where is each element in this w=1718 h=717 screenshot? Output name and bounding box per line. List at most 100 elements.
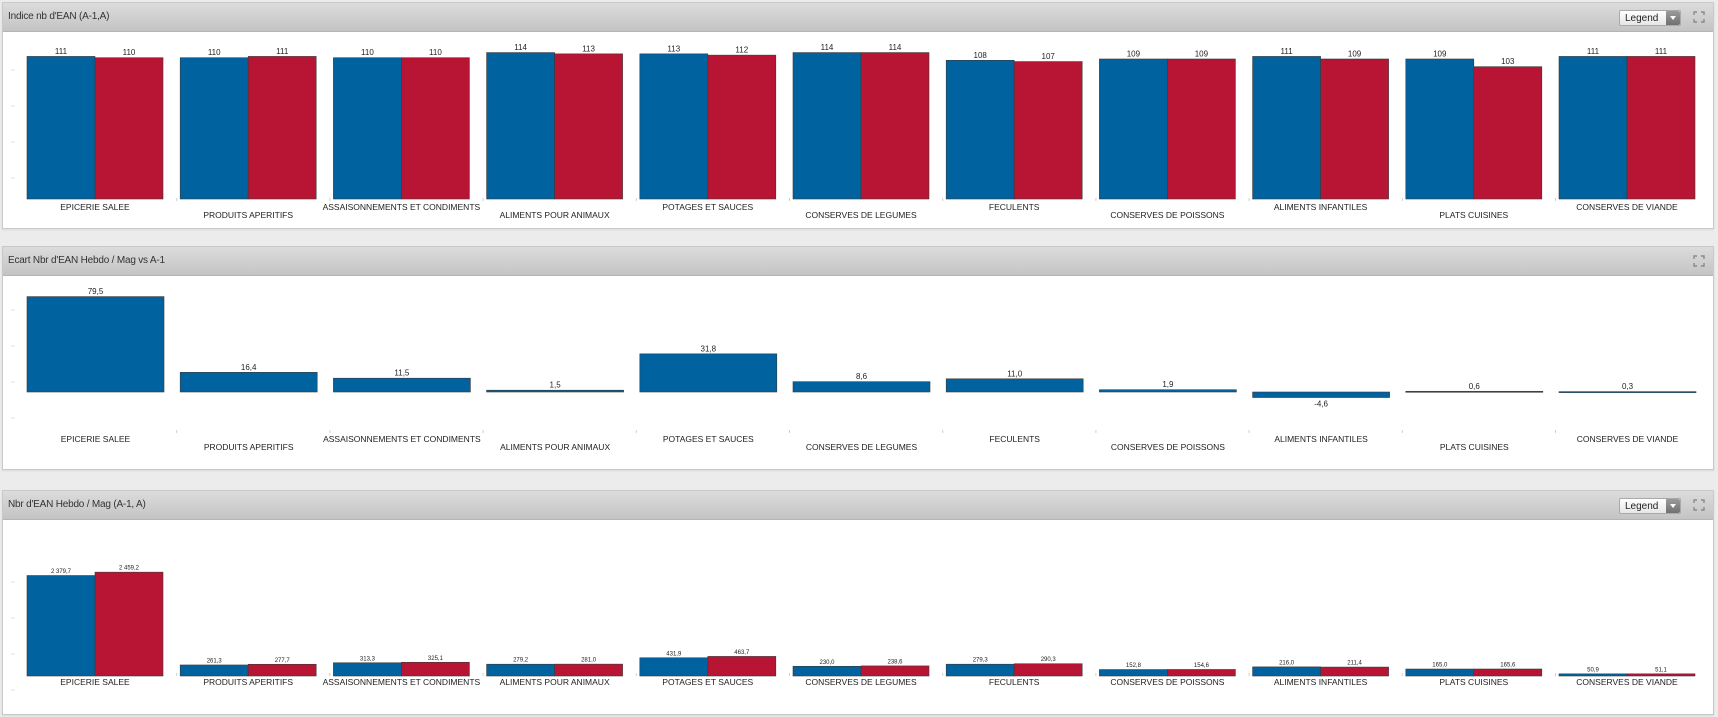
data-label: 211,4 bbox=[1347, 661, 1362, 667]
chart-svg: 2 379,7 2 459,2 EPICERIE SALEE 261,3 277,7 PR… bbox=[11, 566, 1696, 691]
category-label: EPICERIE SALEE bbox=[60, 202, 130, 212]
bar-prev-year[interactable] bbox=[1405, 58, 1475, 200]
bar-prev-year[interactable] bbox=[486, 663, 555, 677]
bar-prev-year[interactable] bbox=[792, 381, 931, 393]
bar-cur-year[interactable] bbox=[1473, 66, 1543, 200]
bar-cur-year[interactable] bbox=[1473, 668, 1543, 677]
bar-prev-year[interactable] bbox=[639, 53, 709, 200]
expand-icon[interactable] bbox=[1693, 499, 1705, 511]
category-label: PLATS CUISINES bbox=[1439, 210, 1508, 220]
bar-cur-year[interactable] bbox=[401, 661, 470, 677]
bar-prev-year[interactable] bbox=[945, 59, 1015, 200]
category-label: ALIMENTS INFANTILES bbox=[1274, 202, 1368, 212]
bar-prev-year[interactable] bbox=[486, 52, 555, 200]
data-label: 230,0 bbox=[819, 660, 835, 666]
bar-prev-year[interactable] bbox=[639, 353, 778, 393]
bar-prev-year[interactable] bbox=[639, 657, 709, 677]
bar-prev-year[interactable] bbox=[1099, 389, 1237, 393]
bar-prev-year[interactable] bbox=[333, 662, 402, 677]
category-label: CONSERVES DE POISSONS bbox=[1111, 442, 1225, 452]
bar-cur-year[interactable] bbox=[554, 53, 623, 200]
data-label: 110 bbox=[208, 48, 221, 57]
data-label: 111 bbox=[1587, 47, 1600, 56]
bar-prev-year[interactable] bbox=[179, 664, 249, 677]
category-label: ALIMENTS POUR ANIMAUX bbox=[500, 677, 610, 687]
data-label: 109 bbox=[1127, 49, 1141, 58]
category-label: FECULENTS bbox=[989, 202, 1040, 212]
bar-prev-year[interactable] bbox=[26, 56, 96, 200]
data-label: 290,3 bbox=[1041, 657, 1057, 663]
panel-header: Ecart Nbr d'EAN Hebdo / Mag vs A-1 bbox=[3, 247, 1713, 276]
bar-cur-year[interactable] bbox=[1626, 673, 1696, 677]
category-label: PRODUITS APERITIFS bbox=[203, 677, 293, 687]
category-label: CONSERVES DE POISSONS bbox=[1110, 677, 1224, 687]
bar-prev-year[interactable] bbox=[1558, 56, 1628, 200]
category-label: ASSAISONNEMENTS ET CONDIMENTS bbox=[323, 434, 481, 444]
bar-cur-year[interactable] bbox=[247, 56, 317, 200]
category-label: EPICERIE SALEE bbox=[61, 434, 131, 444]
bar-cur-year[interactable] bbox=[860, 52, 930, 200]
bar-prev-year[interactable] bbox=[1099, 58, 1168, 200]
bar-cur-year[interactable] bbox=[860, 665, 930, 677]
bar-prev-year[interactable] bbox=[1558, 673, 1628, 677]
bar-prev-year[interactable] bbox=[1252, 56, 1321, 200]
data-label: 8,6 bbox=[856, 372, 868, 381]
bar-prev-year[interactable] bbox=[1405, 668, 1475, 677]
panel-title: Indice nb d'EAN (A-1,A) bbox=[8, 11, 110, 22]
bar-prev-year[interactable] bbox=[945, 663, 1015, 677]
category-label: ASSAISONNEMENTS ET CONDIMENTS bbox=[323, 677, 481, 687]
bar-cur-year[interactable] bbox=[247, 663, 317, 677]
data-label: 0,3 bbox=[1622, 382, 1634, 391]
panel-ecart-ean: Ecart Nbr d'EAN Hebdo / Mag vs A-1 79,5 E… bbox=[2, 246, 1714, 470]
bar-cur-year[interactable] bbox=[94, 57, 164, 200]
category-label: ALIMENTS POUR ANIMAUX bbox=[500, 210, 610, 220]
bar-prev-year[interactable] bbox=[1252, 391, 1390, 398]
bar-cur-year[interactable] bbox=[1167, 58, 1236, 200]
data-label: 313,3 bbox=[360, 656, 376, 662]
category-label: FECULENTS bbox=[989, 434, 1040, 444]
bar-cur-year[interactable] bbox=[554, 663, 623, 677]
category-label: CONSERVES DE VIANDE bbox=[1576, 677, 1678, 687]
bar-cur-year[interactable] bbox=[94, 571, 164, 677]
bar-cur-year[interactable] bbox=[1626, 56, 1696, 200]
bar-cur-year[interactable] bbox=[1013, 61, 1083, 200]
data-label: 111 bbox=[1655, 47, 1668, 56]
bar-prev-year[interactable] bbox=[333, 377, 471, 393]
bar-cur-year[interactable] bbox=[707, 54, 777, 200]
category-label: PRODUITS APERITIFS bbox=[204, 442, 294, 452]
bar-prev-year[interactable] bbox=[333, 57, 402, 200]
bar-cur-year[interactable] bbox=[707, 656, 777, 677]
chart-nbr-ean: 2 379,7 2 459,2 EPICERIE SALEE 261,3 277,7 PR… bbox=[3, 520, 1713, 714]
bar-cur-year[interactable] bbox=[1013, 663, 1083, 677]
expand-icon[interactable] bbox=[1693, 11, 1705, 23]
bar-prev-year[interactable] bbox=[179, 57, 249, 200]
legend-dropdown[interactable]: Legend bbox=[1619, 498, 1681, 514]
bar-prev-year[interactable] bbox=[1252, 666, 1321, 677]
legend-dropdown[interactable]: Legend bbox=[1619, 10, 1681, 26]
chart-svg: 111 110 EPICERIE SALEE 110 111 PRODUITS APERI… bbox=[11, 43, 1696, 220]
bar-prev-year[interactable] bbox=[1405, 390, 1544, 393]
bar-prev-year[interactable] bbox=[486, 389, 624, 393]
bar-cur-year[interactable] bbox=[1320, 666, 1389, 677]
bar-cur-year[interactable] bbox=[1167, 669, 1236, 677]
bar-prev-year[interactable] bbox=[179, 372, 318, 393]
bar-prev-year[interactable] bbox=[945, 378, 1084, 393]
panel-title: Nbr d'EAN Hebdo / Mag (A-1, A) bbox=[8, 499, 146, 510]
data-label: 281,0 bbox=[581, 658, 597, 664]
bar-cur-year[interactable] bbox=[1320, 58, 1389, 200]
bar-prev-year[interactable] bbox=[26, 575, 96, 677]
data-label: 114 bbox=[889, 43, 902, 52]
bar-prev-year[interactable] bbox=[792, 665, 862, 677]
bar-cur-year[interactable] bbox=[401, 57, 470, 200]
bar-prev-year[interactable] bbox=[1558, 391, 1697, 393]
bar-prev-year[interactable] bbox=[26, 296, 165, 393]
bar-prev-year[interactable] bbox=[1099, 669, 1168, 677]
data-label: 261,3 bbox=[207, 658, 223, 664]
data-label: 1,9 bbox=[1162, 380, 1174, 389]
category-label: CONSERVES DE VIANDE bbox=[1577, 434, 1679, 444]
data-label: 0,6 bbox=[1469, 382, 1481, 391]
data-label: 103 bbox=[1501, 57, 1515, 66]
expand-icon[interactable] bbox=[1693, 255, 1705, 267]
bar-prev-year[interactable] bbox=[792, 52, 862, 200]
chart-svg: 79,5 EPICERIE SALEE 16,4 PRODUITS APERITIFS… bbox=[11, 287, 1697, 452]
